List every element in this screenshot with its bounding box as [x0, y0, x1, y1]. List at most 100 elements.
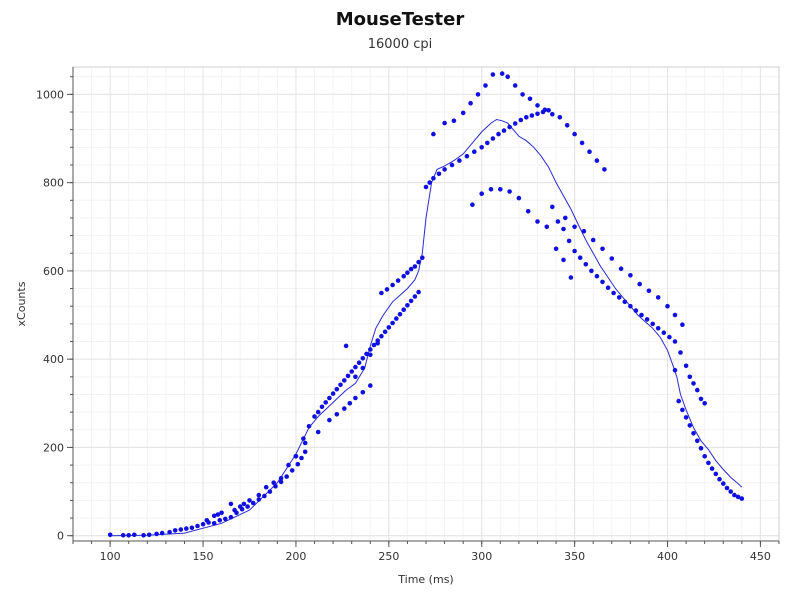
data-point — [184, 526, 189, 531]
data-point — [739, 496, 745, 501]
data-point — [232, 507, 237, 513]
data-point — [353, 364, 358, 370]
data-point — [154, 531, 159, 537]
data-point — [345, 373, 351, 379]
data-point — [408, 298, 414, 304]
data-point — [353, 395, 358, 401]
data-point — [356, 360, 362, 366]
data-point — [423, 184, 429, 190]
data-point — [395, 278, 401, 283]
data-point — [347, 401, 353, 406]
data-point — [364, 351, 369, 357]
data-point — [449, 162, 455, 168]
data-point — [107, 532, 113, 538]
x-tick-label: 400 — [657, 550, 678, 563]
data-point — [535, 111, 540, 117]
data-point — [706, 460, 711, 466]
data-point — [204, 518, 210, 523]
data-point — [262, 493, 267, 499]
data-point — [228, 501, 234, 507]
data-point — [159, 530, 165, 536]
data-point — [368, 347, 373, 352]
x-tick-label: 200 — [285, 550, 306, 563]
data-point — [223, 516, 228, 522]
data-point — [639, 312, 644, 318]
data-point — [431, 175, 436, 181]
data-point — [561, 257, 566, 263]
data-point — [490, 72, 496, 77]
data-point — [427, 180, 433, 185]
data-point — [505, 74, 511, 79]
data-point — [542, 107, 548, 113]
data-point — [512, 121, 518, 126]
data-point — [416, 289, 421, 295]
data-point — [330, 391, 336, 396]
x-tick-label: 100 — [100, 550, 121, 563]
data-point — [498, 187, 503, 192]
data-point — [646, 288, 652, 294]
data-point — [618, 266, 624, 272]
data-point — [338, 382, 343, 388]
data-point — [600, 279, 605, 285]
x-tick-label: 250 — [378, 550, 399, 563]
data-point — [680, 407, 685, 413]
data-point — [167, 529, 172, 535]
data-point — [564, 123, 570, 128]
data-point — [550, 204, 555, 210]
data-point — [271, 480, 277, 486]
data-point — [405, 303, 410, 308]
data-point — [535, 103, 540, 108]
data-point — [416, 259, 421, 265]
data-point — [698, 396, 704, 402]
data-point — [141, 533, 146, 538]
data-point — [442, 167, 447, 172]
x-tick-label: 300 — [471, 550, 492, 563]
data-point — [637, 281, 642, 287]
data-point — [520, 92, 525, 97]
data-point — [420, 255, 425, 260]
data-point — [273, 484, 278, 489]
data-point — [379, 290, 384, 296]
y-tick-label: 200 — [43, 441, 64, 454]
data-point — [286, 462, 291, 468]
data-point — [360, 390, 366, 395]
data-point — [382, 329, 388, 335]
data-point — [535, 219, 540, 224]
data-point — [490, 136, 496, 141]
data-point — [431, 131, 436, 137]
data-point — [263, 484, 269, 490]
data-point — [178, 527, 184, 532]
data-point — [563, 215, 568, 221]
data-point — [360, 365, 366, 371]
data-point — [717, 476, 722, 482]
data-point — [241, 501, 247, 507]
data-point — [672, 339, 678, 344]
data-point — [315, 429, 321, 435]
data-point — [557, 115, 563, 120]
y-tick-label: 0 — [57, 530, 64, 543]
data-point — [360, 356, 366, 361]
data-point — [655, 326, 661, 331]
data-point — [394, 316, 399, 321]
data-point — [319, 404, 325, 410]
data-point — [397, 311, 403, 317]
data-point — [412, 294, 418, 299]
data-point — [451, 118, 457, 124]
data-point — [644, 317, 650, 322]
data-point — [247, 498, 252, 503]
data-point — [691, 381, 696, 386]
data-point — [512, 83, 518, 88]
data-point — [695, 438, 700, 444]
data-point — [475, 92, 481, 97]
x-tick-label: 450 — [750, 550, 771, 563]
data-point — [678, 350, 683, 355]
data-point — [507, 124, 512, 130]
data-point — [555, 219, 561, 224]
data-point — [518, 117, 524, 123]
data-point — [594, 158, 600, 163]
data-point — [572, 248, 577, 254]
data-point — [228, 514, 234, 520]
data-point — [390, 320, 395, 326]
data-point — [401, 273, 407, 279]
